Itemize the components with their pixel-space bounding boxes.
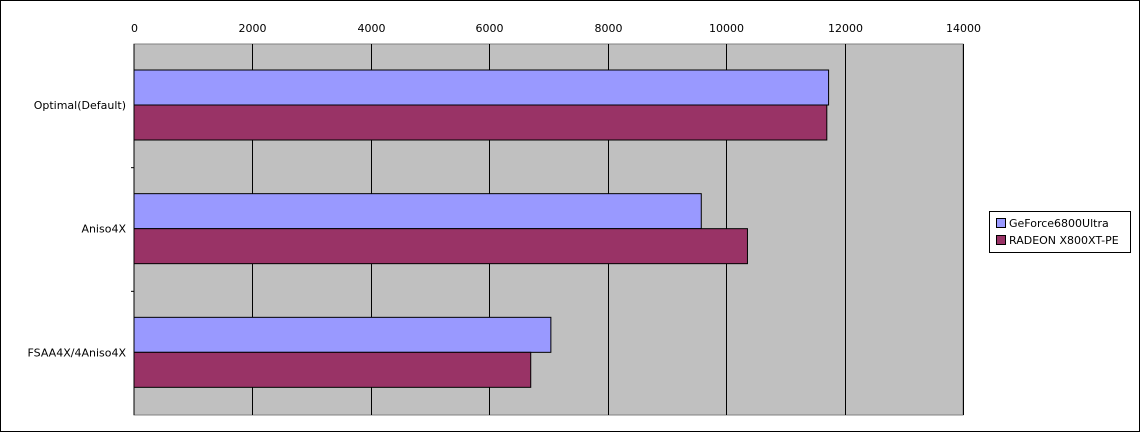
- x-tick-label: 6000: [476, 22, 504, 35]
- x-tick-label: 12000: [828, 22, 863, 35]
- bar: [133, 69, 830, 106]
- legend-label-radeon: RADEON X800XT-PE: [1009, 234, 1119, 247]
- x-tick-label: 8000: [595, 22, 623, 35]
- x-tick-label: 10000: [709, 22, 744, 35]
- bars: [133, 69, 830, 388]
- legend-swatch-geforce: [996, 218, 1006, 228]
- legend: GeForce6800Ultra RADEON X800XT-PE: [989, 211, 1131, 253]
- bar: [133, 351, 532, 388]
- legend-swatch-radeon: [996, 235, 1006, 245]
- x-tick-label: 4000: [358, 22, 386, 35]
- x-tick-label: 0: [131, 22, 138, 35]
- legend-item-geforce: GeForce6800Ultra: [996, 217, 1109, 231]
- bar: [133, 228, 748, 265]
- legend-item-radeon: RADEON X800XT-PE: [996, 234, 1119, 248]
- bar: [133, 193, 702, 230]
- bar: [133, 316, 552, 353]
- x-tick-label: 2000: [239, 22, 267, 35]
- y-tick-label: FSAA4X/4Aniso4X: [28, 346, 127, 359]
- x-tick-label: 14000: [946, 22, 981, 35]
- y-tick-label: Aniso4X: [81, 223, 126, 236]
- x-axis-ticks: 0 2000 4000 6000 8000 10000 12000 14000: [131, 22, 981, 35]
- y-tick-label: Optimal(Default): [34, 99, 126, 112]
- bar: [133, 104, 828, 141]
- y-axis-labels: Optimal(Default) Aniso4X FSAA4X/4Aniso4X: [28, 99, 134, 359]
- legend-label-geforce: GeForce6800Ultra: [1009, 217, 1109, 230]
